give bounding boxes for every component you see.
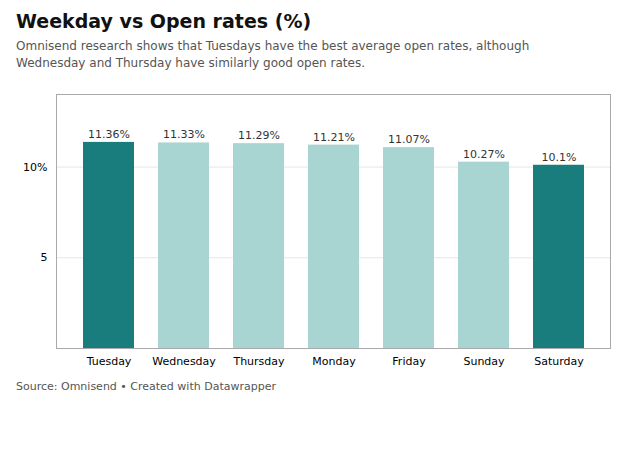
svg-text:Tuesday: Tuesday [86, 355, 132, 368]
html-text:Source: Omnisend • Created wit: Source: Omnisend • Created with Datawrap… [16, 379, 276, 393]
html-text:Weekday vs Open rates (%): Weekday vs Open rates (%) [16, 10, 312, 32]
svg-text:11.07%: 11.07% [388, 133, 430, 146]
svg-text:5: 5 [41, 251, 48, 264]
svg-text:Sunday: Sunday [463, 355, 505, 368]
svg-text:11.36%: 11.36% [88, 128, 130, 141]
svg-text:11.33%: 11.33% [163, 128, 205, 141]
svg-text:Friday: Friday [392, 355, 426, 368]
svg-text:10.1%: 10.1% [542, 150, 577, 163]
html-text:Omnisend research shows that T: Omnisend research shows that Tuesdays ha… [16, 39, 530, 70]
svg-text:11.21%: 11.21% [313, 130, 355, 143]
svg-text:10.27%: 10.27% [463, 147, 505, 160]
svg-text:10%: 10% [23, 160, 47, 173]
svg-text:Saturday: Saturday [534, 355, 584, 368]
svg-text:11.29%: 11.29% [238, 129, 280, 142]
svg-text:Wednesday: Wednesday [152, 355, 216, 368]
svg-text:Thursday: Thursday [232, 355, 285, 368]
svg-text:Monday: Monday [312, 355, 356, 368]
